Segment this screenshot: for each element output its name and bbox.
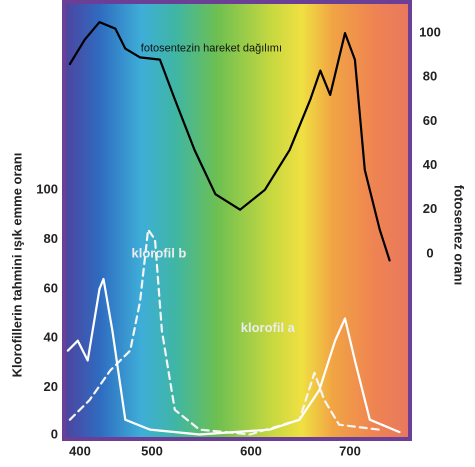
x-tick-label: 600: [240, 443, 262, 458]
annotation: klorofil a: [241, 320, 296, 335]
spectrum-background: [66, 4, 408, 437]
annotation: fotosentezin hareket dağılımı: [141, 42, 282, 54]
y2-tick-label: 20: [423, 201, 437, 216]
y-tick-label: 40: [44, 330, 58, 345]
y-tick-label: 80: [44, 231, 58, 246]
y2-tick-label: 0: [426, 245, 433, 260]
y2-axis-title: fotosentez oranı: [452, 185, 467, 285]
y2-tick-label: 80: [423, 69, 437, 84]
y-tick-label: 100: [36, 182, 58, 197]
y2-tick-label: 60: [423, 113, 437, 128]
x-tick-label: 500: [141, 443, 163, 458]
x-tick-label: 400: [69, 443, 91, 458]
y2-tick-label: 40: [423, 157, 437, 172]
y-tick-label: 0: [51, 426, 58, 441]
series-line: [68, 21, 391, 262]
y-axis-title: Klorofillerin tahmini ışık emme oranı: [9, 153, 24, 378]
y-tick-label: 20: [44, 379, 58, 394]
y2-tick-label: 100: [419, 25, 441, 40]
annotation: klorofil b: [131, 246, 186, 261]
series-line: [66, 277, 401, 436]
y-tick-label: 60: [44, 280, 58, 295]
x-tick-label: 700: [339, 443, 361, 458]
